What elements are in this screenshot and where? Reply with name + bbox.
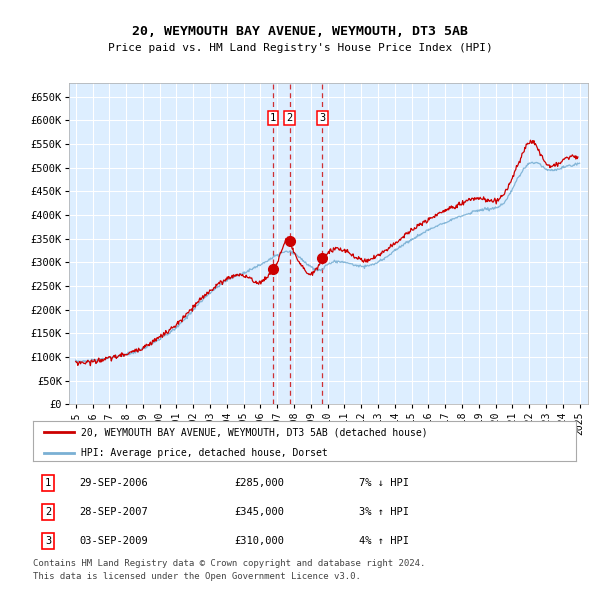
Text: Contains HM Land Registry data © Crown copyright and database right 2024.: Contains HM Land Registry data © Crown c… (33, 559, 425, 568)
Text: 1: 1 (45, 478, 52, 488)
Text: 4% ↑ HPI: 4% ↑ HPI (359, 536, 409, 546)
Text: 20, WEYMOUTH BAY AVENUE, WEYMOUTH, DT3 5AB (detached house): 20, WEYMOUTH BAY AVENUE, WEYMOUTH, DT3 5… (81, 428, 427, 438)
Text: 3: 3 (45, 536, 52, 546)
Text: £285,000: £285,000 (234, 478, 284, 488)
Text: 1: 1 (270, 113, 276, 123)
Text: 03-SEP-2009: 03-SEP-2009 (79, 536, 148, 546)
Text: £310,000: £310,000 (234, 536, 284, 546)
Text: 20, WEYMOUTH BAY AVENUE, WEYMOUTH, DT3 5AB: 20, WEYMOUTH BAY AVENUE, WEYMOUTH, DT3 5… (132, 25, 468, 38)
Text: 7% ↓ HPI: 7% ↓ HPI (359, 478, 409, 488)
Text: 2: 2 (287, 113, 293, 123)
Text: 28-SEP-2007: 28-SEP-2007 (79, 507, 148, 517)
Text: HPI: Average price, detached house, Dorset: HPI: Average price, detached house, Dors… (81, 448, 328, 458)
Text: Price paid vs. HM Land Registry's House Price Index (HPI): Price paid vs. HM Land Registry's House … (107, 43, 493, 53)
Text: 29-SEP-2006: 29-SEP-2006 (79, 478, 148, 488)
Text: This data is licensed under the Open Government Licence v3.0.: This data is licensed under the Open Gov… (33, 572, 361, 581)
Text: 2: 2 (45, 507, 52, 517)
Text: £345,000: £345,000 (234, 507, 284, 517)
Text: 3% ↑ HPI: 3% ↑ HPI (359, 507, 409, 517)
Text: 3: 3 (319, 113, 325, 123)
